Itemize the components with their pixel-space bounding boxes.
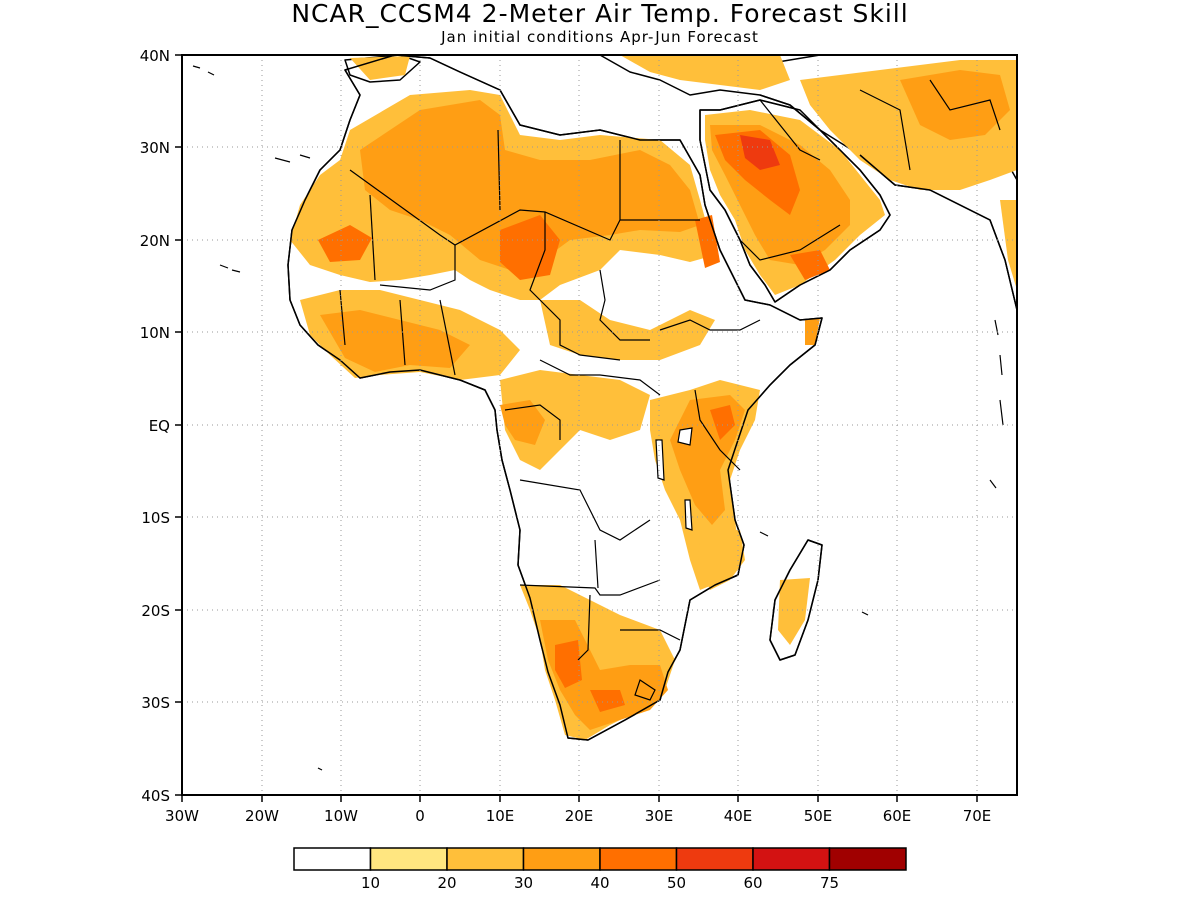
country-borders: [339, 79, 1001, 701]
colorbar-label: 30: [514, 874, 533, 892]
colorbar-swatch: [828, 847, 907, 871]
shade-chad-20: [540, 300, 715, 360]
lon-label-10w: 10W: [324, 807, 358, 825]
shade-southafrica-40: [590, 690, 625, 712]
map-subtitle: Jan initial conditions Apr-Jun Forecast: [441, 28, 759, 46]
graticule: [182, 55, 1017, 795]
shade-congo-30: [500, 400, 545, 445]
lon-labels: 30W 20W 10W 0 10E 20E 30E 40E 50E 60E 70…: [165, 807, 991, 825]
shade-india-20: [1000, 200, 1017, 290]
lon-label-60e: 60E: [883, 807, 912, 825]
shade-yemen-40: [790, 250, 830, 280]
lat-label-20s: 20S: [141, 602, 170, 620]
colorbar-swatch: [446, 847, 525, 871]
shade-westafrica-30: [320, 310, 470, 372]
map-title: NCAR_CCSM4 2-Meter Air Temp. Forecast Sk…: [291, 0, 909, 28]
shade-mozambique-20: [698, 530, 745, 590]
colorbar: 10 20 30 40 50 60 75: [293, 847, 907, 892]
map-plot-area: 40N 30N 20N 10N EQ 10S 20S 30S 40S 30W 2…: [140, 47, 1018, 825]
lon-label-10e: 10E: [486, 807, 515, 825]
lon-label-30w: 30W: [165, 807, 199, 825]
lat-label-40s: 40S: [141, 787, 170, 805]
lat-label-10s: 10S: [141, 509, 170, 527]
colorbar-swatch: [752, 847, 831, 871]
shade-congo-20: [500, 370, 650, 470]
shade-madagascar-20: [778, 578, 810, 645]
lon-label-0: 0: [415, 807, 425, 825]
colorbar-label: 75: [820, 874, 839, 892]
lat-label-eq: EQ: [149, 417, 170, 435]
coastlines: [287, 54, 1018, 741]
shade-sahara-30: [360, 100, 700, 270]
shade-iran-30: [900, 70, 1010, 140]
colorbar-swatch: [293, 847, 372, 871]
axis-ticks: [175, 54, 978, 802]
skill-shading: [290, 55, 1017, 740]
lon-label-30e: 30E: [645, 807, 674, 825]
lon-label-40e: 40E: [724, 807, 753, 825]
lakes: [655, 427, 693, 531]
colorbar-swatch: [369, 847, 448, 871]
lat-label-30s: 30S: [141, 694, 170, 712]
colorbar-swatch: [675, 847, 754, 871]
shade-mali-40: [318, 225, 372, 262]
islands: [192, 65, 1004, 771]
colorbar-label: 40: [590, 874, 609, 892]
shade-namibia-40: [555, 640, 582, 688]
lat-label-20n: 20N: [140, 232, 170, 250]
lon-label-50e: 50E: [804, 807, 833, 825]
lon-label-20e: 20E: [565, 807, 594, 825]
lat-labels: 40N 30N 20N 10N EQ 10S 20S 30S 40S: [140, 47, 170, 805]
shade-nile-40: [695, 215, 720, 268]
lat-label-10n: 10N: [140, 324, 170, 342]
shade-eastafrica-40: [710, 405, 735, 440]
colorbar-label: 10: [361, 874, 380, 892]
shade-arabia-40: [715, 130, 800, 215]
shade-turkey-20: [620, 55, 790, 90]
colorbar-label: 20: [437, 874, 456, 892]
lon-label-70e: 70E: [963, 807, 992, 825]
colorbar-swatch: [599, 847, 678, 871]
shade-arabia-50: [740, 135, 780, 170]
lat-label-40n: 40N: [140, 47, 170, 65]
colorbar-label: 60: [743, 874, 762, 892]
lon-label-20w: 20W: [245, 807, 279, 825]
lat-label-30n: 30N: [140, 139, 170, 157]
colorbar-swatch: [522, 847, 601, 871]
colorbar-label: 50: [667, 874, 686, 892]
shade-spain-20: [350, 56, 410, 80]
